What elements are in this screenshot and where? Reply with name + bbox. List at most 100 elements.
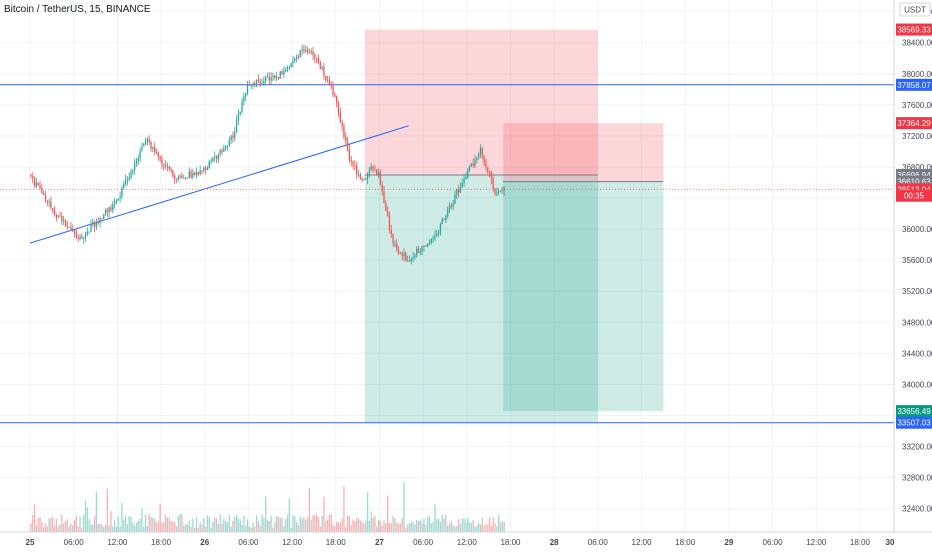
candle-body (103, 215, 105, 219)
candle-body (170, 169, 172, 171)
volume-bar (68, 526, 70, 532)
volume-bar (155, 522, 158, 532)
volume-bar (487, 525, 489, 532)
volume-bar (188, 520, 190, 532)
candle-body (230, 135, 232, 141)
candle-body (132, 170, 134, 172)
currency-badge (899, 2, 931, 17)
volume-bar (148, 514, 150, 532)
candle-body (190, 171, 192, 178)
candle-body (368, 169, 371, 175)
candle-body (370, 166, 372, 170)
volume-bar (212, 521, 214, 532)
volume-bar (35, 524, 38, 532)
candle-body (194, 172, 196, 176)
candle-body (248, 84, 250, 86)
candle-body (281, 71, 283, 75)
volume-bar (230, 526, 232, 532)
candle-body (488, 171, 491, 173)
candle-body (186, 177, 189, 179)
candle-body (388, 215, 391, 231)
candle-body (279, 71, 281, 79)
volume-bar (468, 522, 471, 532)
volume-bar (316, 514, 318, 532)
candle-body (228, 140, 230, 146)
candle-body (476, 157, 478, 160)
candle-body (143, 144, 145, 147)
volume-bar (336, 521, 338, 532)
volume-bar (399, 523, 402, 532)
candle-body (439, 224, 442, 233)
candle-body (48, 201, 50, 203)
volume-bar (376, 526, 378, 532)
candle-body (330, 84, 332, 86)
stop-zone-2 (503, 123, 664, 182)
candle-body (197, 171, 199, 175)
volume-bar (386, 495, 389, 532)
candle-body (354, 165, 356, 167)
candle-body (306, 49, 309, 52)
volume-bar (115, 526, 118, 532)
volume-bar (206, 515, 209, 532)
candle-body (155, 152, 158, 153)
volume-bar (357, 518, 360, 532)
candle-body (32, 176, 34, 179)
candle-body (181, 175, 183, 179)
candle-body (294, 58, 296, 61)
candle-body (46, 201, 48, 203)
stop-zone-1 (364, 29, 598, 175)
volume-bar (245, 525, 247, 532)
price-tags: 38569.33 37858.07 37364.29 36696.9436610.63… (896, 23, 932, 429)
volume-bar (312, 515, 314, 532)
candle-body (381, 185, 383, 192)
candle-body (148, 139, 150, 142)
volume-bar (181, 514, 183, 532)
candle-body (130, 171, 132, 178)
volume-bar (144, 514, 147, 532)
candle-body (445, 215, 447, 221)
candle-body (496, 192, 498, 194)
candle-body (416, 248, 418, 256)
candle-body (394, 243, 396, 245)
volume-bar (268, 520, 270, 532)
volume-bar (208, 516, 210, 532)
volume-bar (434, 504, 436, 532)
candle-body (337, 102, 340, 113)
volume-bar (321, 516, 323, 532)
volume-bar (275, 515, 278, 532)
candle-body (93, 222, 96, 227)
y-tick-label: 35200.00 (902, 287, 932, 296)
candle-body (399, 253, 402, 254)
volume-bar (141, 508, 143, 532)
volume-bar (108, 525, 110, 532)
volume-bar (325, 520, 327, 532)
volume-bar (235, 514, 238, 532)
volume-bar (266, 520, 269, 532)
volume-bar (465, 522, 467, 532)
volume-bar (37, 517, 39, 532)
volume-bar (152, 517, 154, 532)
candle-body (308, 51, 311, 53)
volume-bar (257, 521, 260, 532)
volume-bar (93, 515, 96, 532)
volume-bar (179, 514, 181, 532)
candle-body (376, 169, 378, 175)
candle-body (303, 49, 305, 52)
volume-bar (223, 518, 225, 532)
volume-bar (341, 519, 343, 532)
volume-bar (172, 521, 174, 532)
volume-bar (66, 519, 68, 532)
volume-bar (117, 516, 119, 532)
volume-bar (459, 524, 462, 532)
candle-body (467, 170, 469, 178)
candle-body (417, 248, 420, 253)
candle-body (257, 79, 260, 81)
candle-body (396, 243, 398, 250)
volume-bar (272, 527, 274, 532)
x-tick-label: 18:00 (675, 538, 696, 547)
volume-bar (250, 527, 252, 532)
volume-bar (228, 515, 230, 532)
candle-body (263, 81, 265, 84)
candle-body (214, 156, 216, 158)
